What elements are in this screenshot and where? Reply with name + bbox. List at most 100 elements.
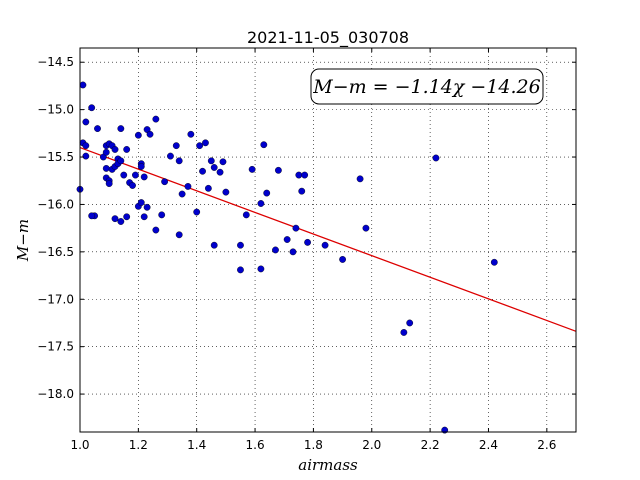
data-point (199, 167, 206, 175)
data-point (102, 165, 110, 172)
x-tick-label: 2.0 (362, 438, 381, 452)
data-point (129, 182, 136, 189)
data-point (272, 246, 279, 254)
data-point (117, 157, 125, 165)
data-point (117, 125, 125, 132)
data-point (210, 164, 218, 171)
data-point (175, 157, 183, 165)
fit-line-group (79, 146, 577, 332)
plot-area (76, 47, 577, 434)
x-tick-label: 2.2 (421, 438, 440, 452)
data-point (304, 238, 311, 246)
data-point (134, 131, 142, 139)
data-point (167, 152, 174, 160)
data-point (111, 215, 119, 223)
data-point (207, 157, 215, 165)
x-tick-label: 1.8 (304, 438, 323, 452)
x-tick-label: 1.2 (129, 438, 148, 452)
data-point (88, 212, 96, 220)
data-point (222, 188, 230, 196)
data-point (289, 248, 297, 256)
data-point (406, 319, 414, 327)
data-point (184, 183, 192, 190)
data-point (362, 224, 370, 232)
data-point (432, 154, 440, 162)
data-point (292, 224, 300, 232)
x-tick-label: 1.4 (187, 438, 206, 452)
data-point (301, 171, 309, 179)
data-point (158, 211, 166, 219)
data-point (137, 163, 145, 170)
data-point (260, 141, 268, 149)
y-tick-label: −15.5 (37, 150, 74, 164)
equation-text: M−m = −1.14χ −14.26 (312, 76, 540, 98)
plot-frame (79, 47, 577, 433)
data-point (105, 180, 113, 187)
data-point (88, 104, 96, 112)
data-point (117, 218, 125, 225)
data-points (76, 81, 498, 434)
data-point (216, 168, 224, 176)
data-point (257, 265, 265, 273)
y-tick-label: −18.0 (37, 387, 74, 401)
data-point (82, 152, 90, 160)
y-axis-label: M−m (14, 219, 32, 262)
data-point (490, 258, 498, 266)
data-point (178, 190, 186, 198)
data-point (123, 213, 131, 221)
data-point (237, 241, 244, 249)
data-point (143, 203, 151, 211)
data-point (274, 166, 282, 174)
x-tick-label: 1.0 (70, 438, 89, 452)
data-point (120, 171, 128, 179)
data-point (298, 187, 306, 195)
y-tick-label: −17.0 (37, 292, 74, 306)
data-point (79, 81, 87, 89)
data-point (356, 175, 364, 183)
data-point (237, 266, 244, 274)
data-point (257, 200, 265, 207)
data-point (137, 199, 145, 206)
x-axis-label: airmass (298, 456, 358, 474)
y-tick-label: −16.5 (37, 245, 74, 259)
data-point (140, 213, 148, 221)
data-point (102, 148, 110, 156)
y-tick-label: −15.0 (37, 103, 74, 117)
equation-box: M−m = −1.14χ −14.26 (310, 68, 544, 105)
data-point (210, 241, 218, 249)
data-point (202, 139, 209, 147)
data-point (196, 142, 204, 150)
x-tick-labels: 1.0 1.2 1.4 1.6 1.8 2.0 2.2 2.4 2.6 (70, 438, 556, 452)
y-tick-label: −17.5 (37, 340, 74, 354)
data-point (152, 226, 160, 234)
y-tick-label: −16.0 (37, 197, 74, 211)
fit-line (79, 146, 577, 332)
data-point (161, 178, 169, 186)
data-point (193, 208, 201, 216)
data-point (175, 231, 183, 239)
data-point (82, 118, 90, 126)
data-point (204, 184, 212, 192)
data-point (132, 171, 139, 179)
data-point (111, 146, 119, 153)
data-point (152, 115, 160, 123)
grid (79, 48, 576, 432)
data-point (295, 171, 303, 179)
y-tick-label: −14.5 (37, 55, 74, 69)
y-tick-labels: −14.5 −15.0 −15.5 −16.0 −16.5 −17.0 −17.5 −18.0 (37, 55, 74, 401)
x-tick-label: 1.6 (246, 438, 265, 452)
x-tick-label: 2.4 (479, 438, 498, 452)
data-point (283, 236, 291, 243)
data-point (339, 256, 346, 263)
data-point (242, 211, 250, 219)
x-tick-label: 2.6 (537, 438, 556, 452)
data-point (321, 241, 329, 249)
data-point (123, 146, 131, 153)
data-point (82, 142, 90, 150)
data-point (400, 329, 408, 336)
chart-title: 2021-11-05_030708 (247, 28, 409, 48)
data-point (140, 173, 148, 181)
data-point (94, 125, 101, 132)
data-point (263, 189, 271, 197)
